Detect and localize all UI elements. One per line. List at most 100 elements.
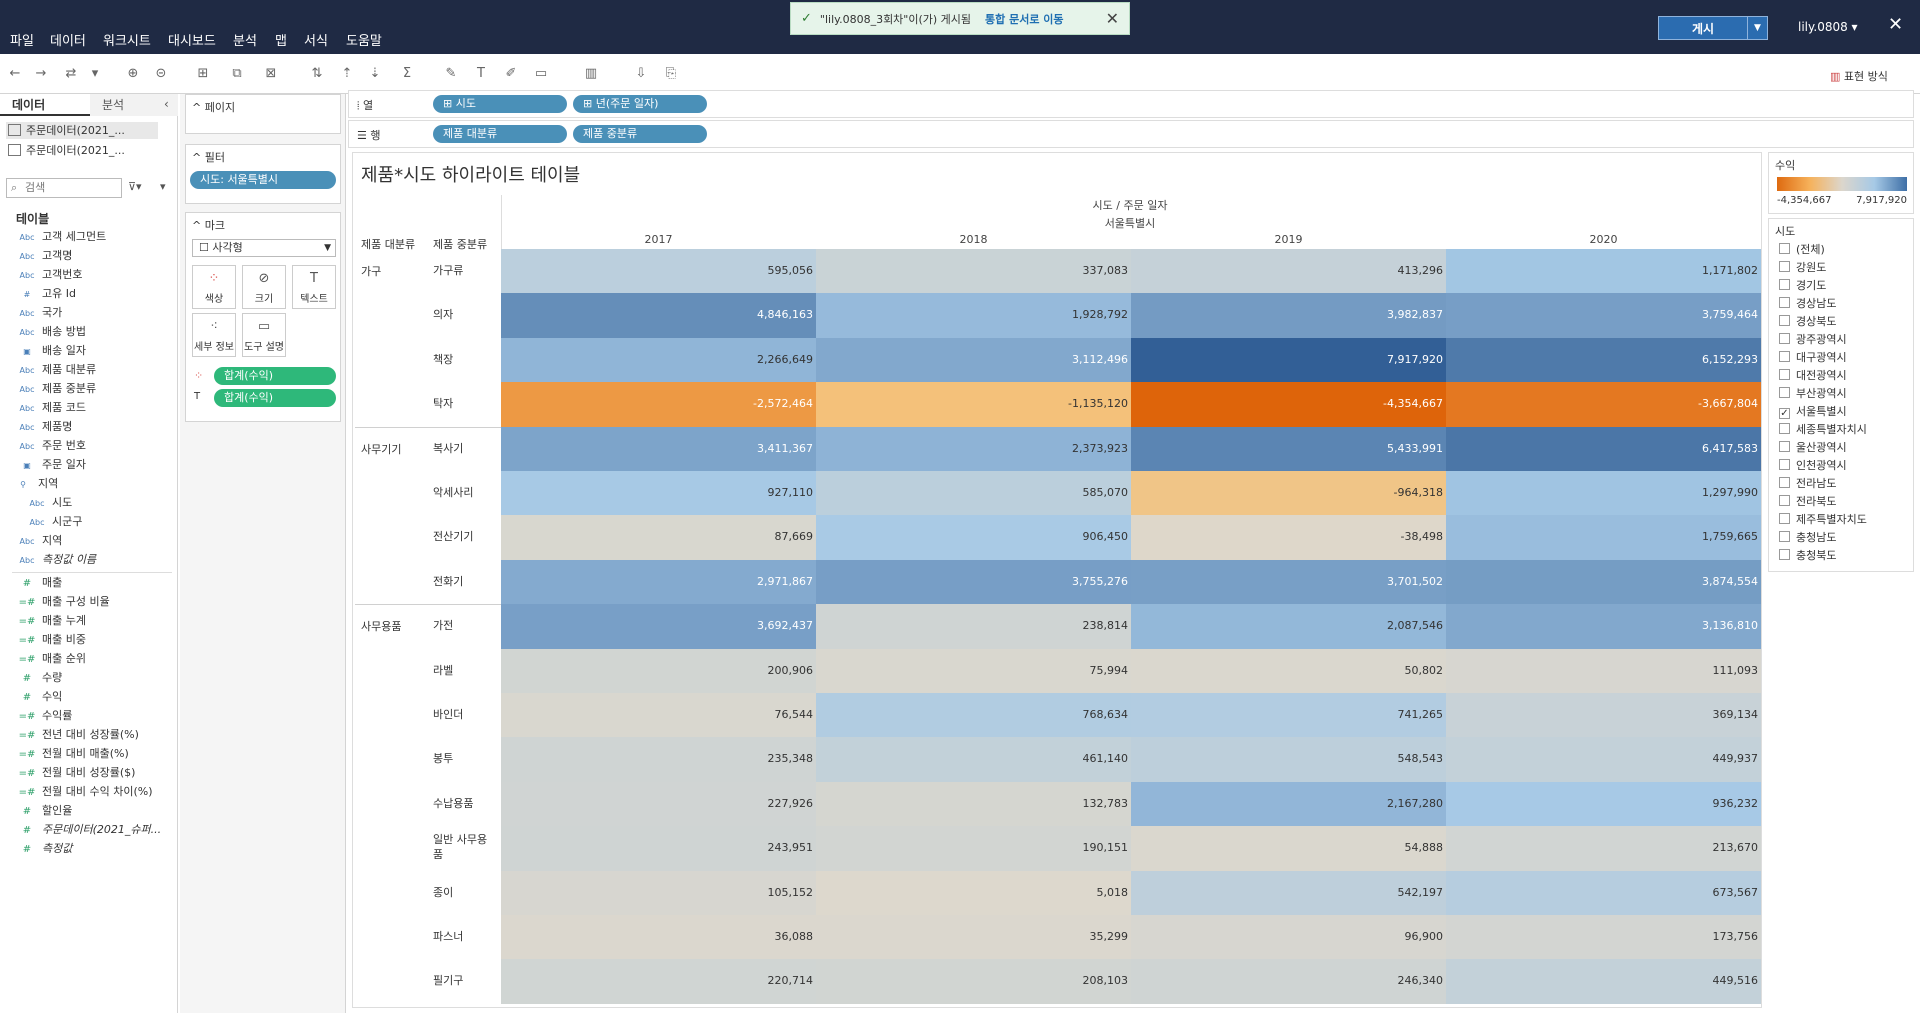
redo-icon[interactable]: → bbox=[35, 66, 47, 81]
pages-card[interactable]: ^ 페이지 bbox=[185, 94, 341, 134]
filter-option[interactable]: 대전광역시 bbox=[1779, 367, 1847, 385]
table-cell[interactable]: 173,756 bbox=[1446, 915, 1761, 960]
menu-format[interactable]: 서식 bbox=[304, 34, 328, 49]
table-cell[interactable]: 238,814 bbox=[816, 604, 1131, 649]
show-labels-icon[interactable]: T bbox=[477, 66, 485, 81]
menu-analysis[interactable]: 분석 bbox=[233, 34, 257, 49]
highlight-icon[interactable]: ✎ bbox=[445, 66, 457, 81]
column-pill-year[interactable]: ⊞ 년(주문 일자) bbox=[573, 95, 707, 113]
field-item[interactable]: =# 전년 대비 성장률(%) bbox=[12, 726, 139, 744]
menu-dashboard[interactable]: 대시보드 bbox=[168, 34, 216, 49]
subcategory-label[interactable]: 책장 bbox=[433, 352, 454, 366]
field-item[interactable]: Abc 고객 세그먼트 bbox=[12, 228, 107, 246]
table-cell[interactable]: 2,266,649 bbox=[501, 337, 816, 383]
filter-option[interactable]: 충청남도 bbox=[1779, 529, 1836, 547]
field-item[interactable]: =# 매출 구성 비율 bbox=[12, 593, 110, 611]
row-pill-category[interactable]: 제품 대분류 bbox=[433, 125, 567, 143]
subcategory-label[interactable]: 전화기 bbox=[433, 574, 464, 588]
table-cell[interactable]: 76,544 bbox=[501, 693, 816, 738]
table-cell[interactable]: 595,056 bbox=[501, 249, 816, 294]
label-pill[interactable]: 합계(수익) bbox=[214, 389, 336, 407]
format-icon[interactable]: ✐ bbox=[505, 66, 517, 81]
table-cell[interactable]: 2,087,546 bbox=[1131, 604, 1446, 649]
swap-icon[interactable]: ⇄ bbox=[65, 66, 77, 81]
field-item[interactable]: # 수량 bbox=[12, 669, 62, 687]
collapse-icon[interactable]: ^ bbox=[192, 219, 205, 232]
table-cell[interactable]: -4,354,667 bbox=[1131, 382, 1446, 427]
filter-option[interactable]: 제주특별자치도 bbox=[1779, 511, 1867, 529]
close-icon[interactable]: ✕ bbox=[1105, 9, 1119, 28]
datasource-item[interactable]: 주문데이터(2021_... bbox=[6, 142, 158, 159]
subcategory-label[interactable]: 종이 bbox=[433, 885, 454, 899]
row-pill-subcategory[interactable]: 제품 중분류 bbox=[573, 125, 707, 143]
table-cell[interactable]: 449,937 bbox=[1446, 737, 1761, 782]
filter-option[interactable]: 세종특별자치시 bbox=[1779, 421, 1867, 439]
field-item[interactable]: # 측정값 bbox=[12, 840, 73, 858]
filter-option[interactable]: 광주광역시 bbox=[1779, 331, 1847, 349]
filter-pill[interactable]: 시도: 서울특별시 bbox=[190, 171, 336, 189]
table-cell[interactable]: 936,232 bbox=[1446, 781, 1761, 827]
field-item[interactable]: # 매출 bbox=[12, 574, 62, 592]
field-item[interactable]: Abc 제품 코드 bbox=[12, 399, 86, 417]
subcategory-label[interactable]: 일반 사무용품 bbox=[433, 833, 488, 862]
go-to-workbook-link[interactable]: 통합 문서로 이동 bbox=[985, 12, 1064, 26]
table-cell[interactable]: 369,134 bbox=[1446, 693, 1761, 738]
table-cell[interactable]: 2,167,280 bbox=[1131, 781, 1446, 827]
color-legend[interactable]: 수익 -4,354,667 7,917,920 bbox=[1768, 152, 1914, 214]
category-label[interactable]: 가구 bbox=[361, 265, 382, 278]
table-cell[interactable]: 1,171,802 bbox=[1446, 249, 1761, 294]
checkbox[interactable]: ✓ bbox=[1779, 408, 1790, 419]
table-cell[interactable]: 4,846,163 bbox=[501, 293, 816, 338]
subcategory-label[interactable]: 가구류 bbox=[433, 264, 464, 277]
table-cell[interactable]: 50,802 bbox=[1131, 648, 1446, 693]
field-item[interactable]: Abc 고객명 bbox=[12, 247, 73, 265]
table-cell[interactable]: 132,783 bbox=[816, 781, 1131, 827]
table-cell[interactable]: 6,152,293 bbox=[1446, 337, 1761, 383]
table-cell[interactable]: 75,994 bbox=[816, 648, 1131, 693]
subcategory-label[interactable]: 봉투 bbox=[433, 752, 454, 766]
checkbox[interactable] bbox=[1779, 495, 1790, 506]
checkbox[interactable] bbox=[1779, 387, 1790, 398]
tooltip-button[interactable]: ▭ 도구 설명 bbox=[242, 313, 286, 357]
table-cell[interactable]: 449,516 bbox=[1446, 959, 1761, 1004]
publish-button[interactable]: 게시 ▼ bbox=[1658, 16, 1768, 40]
filter-option[interactable]: 인천광역시 bbox=[1779, 457, 1847, 475]
category-label[interactable]: 사무용품 bbox=[361, 620, 402, 634]
sort-ascending-icon[interactable]: ⇡ bbox=[341, 66, 353, 81]
new-datasource-icon[interactable]: ⊕ bbox=[127, 66, 139, 81]
label-button[interactable]: T 텍스트 bbox=[292, 265, 336, 309]
menu-help[interactable]: 도움말 bbox=[346, 34, 382, 49]
checkbox[interactable] bbox=[1779, 459, 1790, 470]
table-cell[interactable]: 927,110 bbox=[501, 471, 816, 516]
table-cell[interactable]: 227,926 bbox=[501, 781, 816, 827]
field-item[interactable]: Abc 측정값 이름 bbox=[12, 551, 97, 569]
mark-type-select[interactable]: ☐ 사각형 ▼ bbox=[192, 239, 336, 257]
table-cell[interactable]: 111,093 bbox=[1446, 648, 1761, 693]
close-window-icon[interactable]: ✕ bbox=[1888, 14, 1904, 35]
table-cell[interactable]: 243,951 bbox=[501, 826, 816, 871]
table-cell[interactable]: 3,692,437 bbox=[501, 604, 816, 649]
field-item[interactable]: Abc 고객번호 bbox=[12, 266, 83, 284]
collapse-icon[interactable]: ^ bbox=[192, 101, 205, 114]
table-cell[interactable]: 906,450 bbox=[816, 515, 1131, 560]
field-item[interactable]: =# 전월 대비 수익 차이(%) bbox=[12, 783, 153, 801]
field-item[interactable]: Abc 시도 bbox=[22, 494, 73, 512]
field-item[interactable]: # 수익 bbox=[12, 688, 62, 706]
table-cell[interactable]: -1,135,120 bbox=[816, 382, 1131, 427]
collapse-pane-icon[interactable]: ‹ bbox=[164, 97, 169, 111]
table-cell[interactable]: 741,265 bbox=[1131, 693, 1446, 738]
field-item[interactable]: ▣ 배송 일자 bbox=[12, 342, 86, 360]
filter-option[interactable]: 경상북도 bbox=[1779, 313, 1836, 331]
year-header[interactable]: 2019 bbox=[1274, 233, 1303, 246]
sort-descending-icon[interactable]: ⇣ bbox=[369, 66, 381, 81]
totals-icon[interactable]: Σ bbox=[402, 66, 412, 81]
table-cell[interactable]: 35,299 bbox=[816, 915, 1131, 960]
field-item[interactable]: # 할인율 bbox=[12, 802, 73, 820]
subcategory-label[interactable]: 악세사리 bbox=[433, 486, 474, 499]
chevron-down-icon[interactable]: ▾ bbox=[160, 180, 166, 193]
chevron-down-icon[interactable]: ▼ bbox=[1747, 17, 1767, 39]
table-cell[interactable]: 105,152 bbox=[501, 870, 816, 915]
table-cell[interactable]: 1,297,990 bbox=[1446, 471, 1761, 516]
rows-shelf[interactable]: ☰ 행 제품 대분류 제품 중분류 bbox=[348, 120, 1914, 148]
table-cell[interactable]: 3,755,276 bbox=[816, 559, 1131, 605]
